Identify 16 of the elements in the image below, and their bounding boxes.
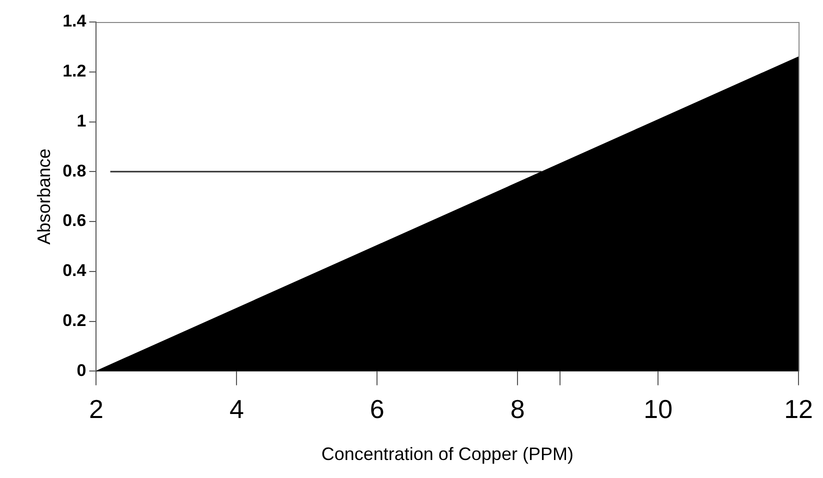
- y-tick-label: 0.2: [62, 311, 86, 330]
- x-tick-label: 8: [510, 394, 525, 424]
- x-axis-title: Concentration of Copper (PPM): [321, 444, 574, 464]
- x-tick-label: 10: [644, 394, 673, 424]
- x-tick-label: 12: [784, 394, 813, 424]
- x-tick-label: 2: [89, 394, 104, 424]
- y-tick-label: 1: [76, 111, 86, 130]
- y-tick-label: 1.4: [62, 12, 87, 31]
- x-tick-label: 6: [370, 394, 384, 424]
- y-tick-label: 0.4: [62, 261, 87, 280]
- y-tick-label: 0.8: [62, 161, 86, 180]
- y-tick-label: 0: [76, 360, 86, 380]
- y-tick-label: 0.6: [62, 211, 86, 230]
- x-tick-label: 4: [229, 394, 244, 424]
- y-tick-label: 1.2: [62, 62, 86, 81]
- y-axis-title: Absorbance: [34, 148, 54, 245]
